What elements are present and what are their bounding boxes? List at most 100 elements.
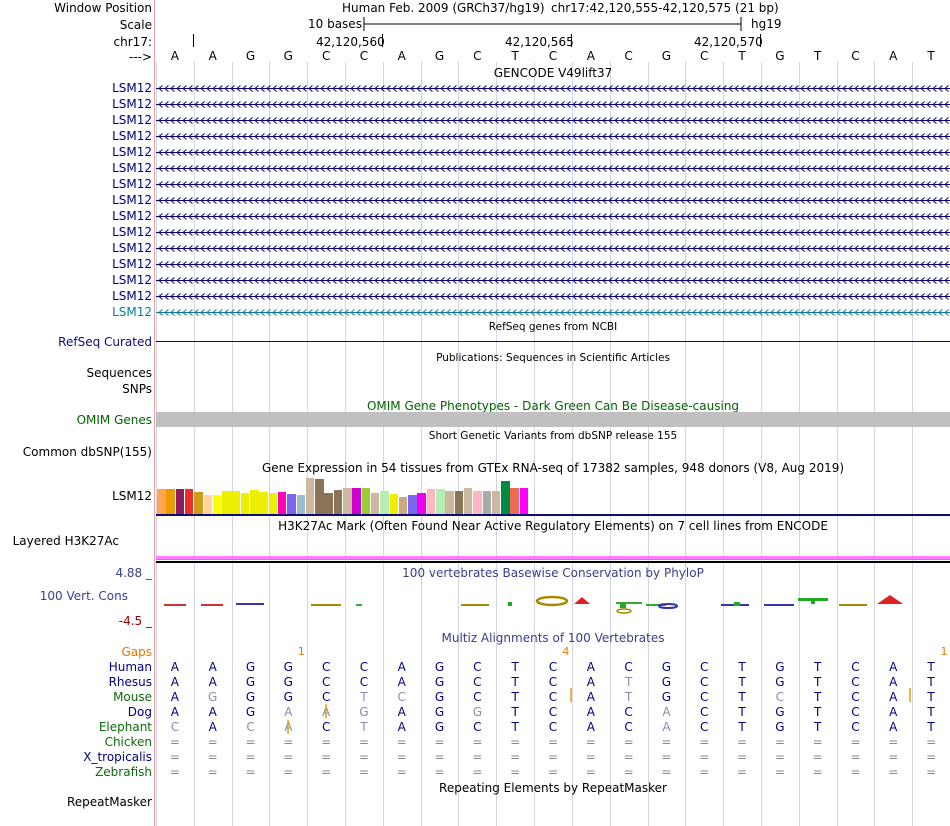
snps-label[interactable]: SNPs <box>122 382 152 396</box>
gtex-tissue-bar[interactable] <box>417 493 426 514</box>
gencode-transcript[interactable] <box>156 225 950 239</box>
gtex-tissue-bar[interactable] <box>212 495 222 514</box>
gencode-gene-label[interactable]: LSM12 <box>112 177 152 191</box>
gencode-transcript[interactable] <box>156 145 950 159</box>
gencode-gene-label[interactable]: LSM12 <box>112 273 152 287</box>
gtex-tissue-bar[interactable] <box>463 488 473 514</box>
gtex-tissue-bar[interactable] <box>426 489 436 514</box>
gtex-tissue-bar[interactable] <box>491 491 501 514</box>
h3k27ac-label[interactable]: Layered H3K27Ac <box>12 534 119 548</box>
gencode-gene-label[interactable]: LSM12 <box>112 289 152 303</box>
gencode-transcript[interactable] <box>156 81 950 95</box>
gtex-tissue-bar[interactable] <box>287 494 296 514</box>
cons-logo[interactable] <box>156 580 950 620</box>
species-label[interactable]: Zebrafish <box>95 765 152 779</box>
gtex-tissue-bar[interactable] <box>277 492 287 514</box>
track-data-column[interactable]: Human Feb. 2009 (GRCh37/hg19) chr17:42,1… <box>156 0 950 826</box>
gencode-transcript[interactable] <box>156 113 950 127</box>
gtex-tissue-bar[interactable] <box>380 491 389 514</box>
gtex-title[interactable]: Gene Expression in 54 tissues from GTEx … <box>261 461 845 475</box>
repeatmasker-title[interactable]: Repeating Elements by RepeatMasker <box>439 781 667 795</box>
gtex-chart[interactable] <box>156 476 950 514</box>
gtex-tissue-bar[interactable] <box>184 489 194 514</box>
gencode-transcript[interactable] <box>156 193 950 207</box>
gencode-transcript[interactable] <box>156 177 950 191</box>
gtex-tissue-bar[interactable] <box>408 495 417 514</box>
gencode-transcript[interactable] <box>156 273 950 287</box>
gtex-tissue-bar[interactable] <box>519 488 529 514</box>
cons-label[interactable]: 100 Vert. Cons <box>39 589 128 603</box>
gtex-tissue-bar[interactable] <box>175 489 185 514</box>
gencode-gene-label[interactable]: LSM12 <box>112 241 152 255</box>
gtex-tissue-bar[interactable] <box>222 491 231 514</box>
gtex-tissue-bar[interactable] <box>315 478 324 514</box>
gtex-tissue-bar[interactable] <box>343 488 352 514</box>
gencode-title[interactable]: GENCODE V49lift37 <box>493 66 613 80</box>
gtex-tissue-bar[interactable] <box>203 495 212 514</box>
omim-bar[interactable] <box>156 412 950 427</box>
gtex-tissue-bar[interactable] <box>259 492 268 514</box>
gtex-tissue-bar[interactable] <box>352 488 361 514</box>
gencode-transcript[interactable] <box>156 97 950 111</box>
h3k27ac-signal[interactable] <box>156 556 950 559</box>
gencode-transcript[interactable] <box>156 129 950 143</box>
gtex-label[interactable]: LSM12 <box>112 489 152 503</box>
publications-title[interactable]: Publications: Sequences in Scientific Ar… <box>436 352 670 364</box>
gencode-transcript[interactable] <box>156 161 950 175</box>
gtex-tissue-bar[interactable] <box>333 490 343 514</box>
omim-label[interactable]: OMIM Genes <box>76 413 152 427</box>
gencode-gene-label[interactable]: LSM12 <box>112 225 152 239</box>
species-label[interactable]: Rhesus <box>108 675 152 689</box>
species-label[interactable]: X_tropicalis <box>83 750 152 764</box>
gencode-gene-label[interactable]: LSM12 <box>112 161 152 175</box>
gtex-tissue-bar[interactable] <box>296 495 305 514</box>
gtex-tissue-bar[interactable] <box>445 491 454 514</box>
cons-title[interactable]: 100 vertebrates Basewise Conservation by… <box>402 566 704 580</box>
gtex-tissue-bar[interactable] <box>157 489 166 514</box>
sequences-label[interactable]: Sequences <box>86 366 152 380</box>
species-label[interactable]: Mouse <box>113 690 152 704</box>
refseq-label[interactable]: RefSeq Curated <box>58 335 152 349</box>
gtex-tissue-bar[interactable] <box>510 488 519 514</box>
refseq-line[interactable] <box>156 341 950 342</box>
gencode-gene-label[interactable]: LSM12 <box>112 97 152 111</box>
gtex-tissue-bar[interactable] <box>194 492 203 514</box>
gtex-tissue-bar[interactable] <box>389 494 398 514</box>
gencode-transcript[interactable] <box>156 209 950 223</box>
gtex-tissue-bar[interactable] <box>268 493 278 514</box>
gtex-tissue-bar[interactable] <box>250 490 259 514</box>
refseq-title[interactable]: RefSeq genes from NCBI <box>488 321 618 333</box>
gtex-tissue-bar[interactable] <box>398 496 408 514</box>
gtex-tissue-bar[interactable] <box>166 489 175 514</box>
gencode-gene-label[interactable]: LSM12 <box>112 113 152 127</box>
gtex-tissue-bar[interactable] <box>370 493 380 514</box>
gtex-tissue-bar[interactable] <box>436 489 445 514</box>
multiz-title[interactable]: Multiz Alignments of 100 Vertebrates <box>441 631 665 645</box>
gtex-tissue-bar[interactable] <box>482 491 491 514</box>
gencode-gene-label[interactable]: LSM12 <box>112 145 152 159</box>
dbsnp-title[interactable]: Short Genetic Variants from dbSNP releas… <box>428 430 678 442</box>
species-label[interactable]: Dog <box>127 705 152 719</box>
gencode-transcript[interactable] <box>156 257 950 271</box>
gtex-tissue-bar[interactable] <box>240 493 250 514</box>
omim-title[interactable]: OMIM Gene Phenotypes - Dark Green Can Be… <box>366 399 740 413</box>
gencode-gene-label[interactable]: LSM12 <box>112 209 152 223</box>
h3k27ac-title[interactable]: H3K27Ac Mark (Often Found Near Active Re… <box>278 519 828 533</box>
gtex-tissue-bar[interactable] <box>454 491 464 514</box>
gencode-gene-label[interactable]: LSM12 <box>112 305 152 319</box>
gencode-gene-label[interactable]: LSM12 <box>112 193 152 207</box>
gencode-gene-label[interactable]: LSM12 <box>112 81 152 95</box>
dbsnp-label[interactable]: Common dbSNP(155) <box>22 445 152 459</box>
species-label[interactable]: Elephant <box>98 720 152 734</box>
gtex-tissue-bar[interactable] <box>231 491 240 514</box>
species-label[interactable]: Chicken <box>104 735 152 749</box>
gtex-tissue-bar[interactable] <box>473 491 482 514</box>
gtex-tissue-bar[interactable] <box>305 477 315 514</box>
gencode-transcript[interactable] <box>156 305 950 319</box>
gtex-tissue-bar[interactable] <box>501 480 510 514</box>
gencode-transcript[interactable] <box>156 289 950 303</box>
species-label[interactable]: Human <box>108 660 152 674</box>
gencode-gene-label[interactable]: LSM12 <box>112 129 152 143</box>
gtex-tissue-bar[interactable] <box>361 488 371 514</box>
gencode-transcript[interactable] <box>156 241 950 255</box>
